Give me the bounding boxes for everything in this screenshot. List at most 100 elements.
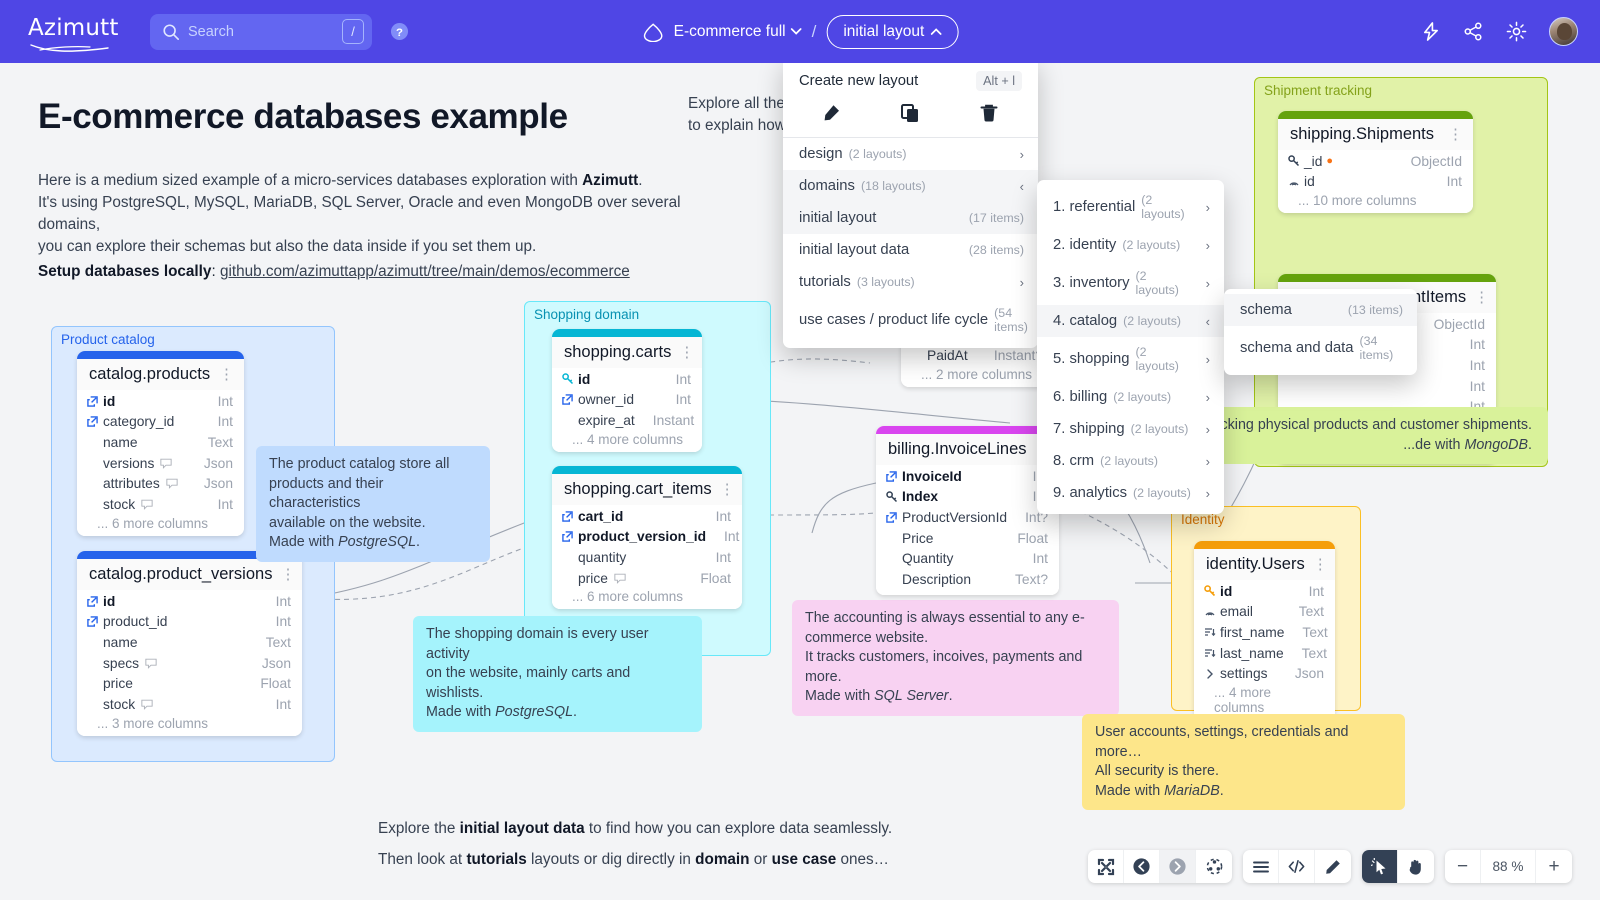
create-new-layout-button[interactable]: Create new layout Alt + l xyxy=(799,71,1022,91)
submenu-item-shopping[interactable]: 5. shopping (2 layouts) › xyxy=(1037,337,1224,381)
table-row[interactable]: stock Int xyxy=(77,494,244,515)
select-cursor-button[interactable] xyxy=(1362,850,1398,883)
gear-icon[interactable] xyxy=(1506,21,1527,42)
table-header[interactable]: shopping.cart_items ⋮ xyxy=(552,474,742,505)
share-icon[interactable] xyxy=(1463,21,1484,42)
table-header[interactable]: shipping.Shipments ⋮ xyxy=(1278,119,1473,150)
table-row[interactable]: settings Json xyxy=(1194,663,1335,684)
table-shopping-carts[interactable]: shopping.carts ⋮ id Int owner_id Int exp… xyxy=(552,329,702,452)
table-menu-icon[interactable]: ⋮ xyxy=(1312,555,1328,573)
table-row[interactable]: Description Text? xyxy=(876,569,1059,590)
table-menu-icon[interactable]: ⋮ xyxy=(219,365,234,383)
table-row[interactable]: name Text xyxy=(77,632,302,653)
more-columns-label[interactable]: ... 4 more columns xyxy=(1214,684,1272,715)
table-row[interactable]: first_name Text xyxy=(1194,622,1335,643)
more-columns-label[interactable]: ... 10 more columns xyxy=(1298,193,1417,209)
submenu-item-schema-and-data[interactable]: schema and data (34 items) xyxy=(1224,326,1417,370)
table-row[interactable]: price Float xyxy=(552,568,742,589)
table-row[interactable]: name Text xyxy=(77,432,244,453)
pencil-button[interactable] xyxy=(1315,850,1351,883)
table-menu-icon[interactable]: ⋮ xyxy=(679,343,695,361)
table-row[interactable]: InvoiceId Int xyxy=(876,466,1059,487)
dropdown-item-design[interactable]: design (2 layouts) › xyxy=(783,138,1038,170)
memo-identity[interactable]: User accounts, settings, credentials and… xyxy=(1082,714,1405,810)
table-row[interactable]: id Int xyxy=(77,591,302,612)
trash-icon[interactable] xyxy=(979,103,999,123)
help-icon[interactable]: ? xyxy=(390,22,409,41)
table-row[interactable]: cart_id Int xyxy=(552,506,742,527)
list-button[interactable] xyxy=(1243,850,1279,883)
table-row[interactable]: Int xyxy=(1278,376,1496,397)
submenu-item-crm[interactable]: 8. crm (2 layouts) › xyxy=(1037,445,1224,477)
table-header[interactable]: shopping.carts ⋮ xyxy=(552,337,702,368)
forward-button[interactable] xyxy=(1160,850,1196,883)
table-row[interactable]: price Float xyxy=(77,673,302,694)
table-menu-icon[interactable]: ⋮ xyxy=(1474,288,1490,306)
table-row[interactable]: Price Float xyxy=(876,528,1059,549)
layout-dropdown[interactable]: Create new layout Alt + l design (2 layo… xyxy=(783,57,1038,348)
table-row[interactable]: product_id Int xyxy=(77,612,302,633)
table-row[interactable]: owner_id Int xyxy=(552,390,702,411)
zoom-in-button[interactable]: + xyxy=(1536,850,1572,883)
more-columns-label[interactable]: ... 4 more columns xyxy=(572,431,684,447)
table-row[interactable]: quantity Int xyxy=(552,547,742,568)
avatar[interactable] xyxy=(1549,17,1578,46)
table-catalog-product-versions[interactable]: catalog.product_versions ⋮ id Int produc… xyxy=(77,551,302,736)
table-row[interactable]: category_id Int xyxy=(77,412,244,433)
expand-icon[interactable] xyxy=(1203,667,1216,680)
table-row[interactable]: PaidAt Instant? xyxy=(901,346,1054,367)
table-row[interactable]: attributes Json xyxy=(77,473,244,494)
catalog-submenu[interactable]: schema (13 items) schema and data (34 it… xyxy=(1224,289,1417,375)
submenu-item-shipping[interactable]: 7. shipping (2 layouts) › xyxy=(1037,413,1224,445)
table-header[interactable]: catalog.product_versions ⋮ xyxy=(77,559,302,590)
more-columns-label[interactable]: ... 2 more columns xyxy=(921,367,1033,383)
table-header[interactable]: identity.Users ⋮ xyxy=(1194,549,1335,580)
dropdown-item-domains[interactable]: domains (18 layouts) ‹ xyxy=(783,170,1038,202)
table-row[interactable]: _id ● ObjectId xyxy=(1278,151,1473,172)
table-row[interactable]: Index Int xyxy=(876,487,1059,508)
hand-pan-button[interactable] xyxy=(1398,850,1434,883)
table-row[interactable]: email Text xyxy=(1194,602,1335,623)
submenu-item-referential[interactable]: 1. referential (2 layouts) › xyxy=(1037,185,1224,229)
table-menu-icon[interactable]: ⋮ xyxy=(719,480,735,498)
more-columns-label[interactable]: ... 3 more columns xyxy=(97,715,209,731)
table-row[interactable]: id Int xyxy=(77,391,244,412)
memo-shopping[interactable]: The shopping domain is every user activi… xyxy=(413,616,702,732)
more-columns-label[interactable]: ... 6 more columns xyxy=(97,515,209,531)
dropdown-item-use-cases[interactable]: use cases / product life cycle (54 items… xyxy=(783,298,1038,342)
auto-layout-button[interactable] xyxy=(1196,850,1232,883)
submenu-item-billing[interactable]: 6. billing (2 layouts) › xyxy=(1037,381,1224,413)
memo-billing[interactable]: The accounting is always essential to an… xyxy=(792,600,1119,716)
table-row[interactable]: product_version_id Int xyxy=(552,527,742,548)
code-button[interactable] xyxy=(1279,850,1315,883)
submenu-item-catalog[interactable]: 4. catalog (2 layouts) ‹ xyxy=(1037,305,1224,337)
duplicate-icon[interactable] xyxy=(900,103,920,123)
table-row[interactable]: Quantity Int xyxy=(876,548,1059,569)
table-catalog-products[interactable]: catalog.products ⋮ id Int category_id In… xyxy=(77,351,244,536)
edit-icon[interactable] xyxy=(822,103,842,123)
domains-submenu[interactable]: 1. referential (2 layouts) › 2. identity… xyxy=(1037,180,1224,514)
table-shipping-shipments[interactable]: shipping.Shipments ⋮ _id ● ObjectId id I… xyxy=(1278,111,1473,214)
setup-link[interactable]: github.com/azimuttapp/azimutt/tree/main/… xyxy=(219,263,630,280)
project-selector[interactable]: E-commerce full xyxy=(674,23,802,41)
fit-screen-button[interactable] xyxy=(1088,850,1124,883)
dropdown-item-initial-layout[interactable]: initial layout (17 items) xyxy=(783,202,1038,234)
table-header[interactable]: catalog.products ⋮ xyxy=(77,359,244,390)
submenu-item-schema[interactable]: schema (13 items) xyxy=(1224,294,1417,326)
table-row[interactable]: id Int xyxy=(1278,172,1473,193)
zoom-level[interactable]: 88 % xyxy=(1481,850,1536,883)
back-button[interactable] xyxy=(1124,850,1160,883)
table-row[interactable]: expire_at Instant xyxy=(552,410,702,431)
table-shopping-cart-items[interactable]: shopping.cart_items ⋮ cart_id Int produc… xyxy=(552,466,742,610)
search-input[interactable]: Search / xyxy=(150,13,372,50)
table-header[interactable]: billing.InvoiceLines ⋮ xyxy=(876,434,1059,465)
submenu-item-inventory[interactable]: 3. inventory (2 layouts) › xyxy=(1037,261,1224,305)
memo-catalog[interactable]: The product catalog store all products a… xyxy=(256,446,490,562)
submenu-item-identity[interactable]: 2. identity (2 layouts) › xyxy=(1037,229,1224,261)
more-columns-label[interactable]: ... 6 more columns xyxy=(572,589,684,605)
table-row[interactable]: specs Json xyxy=(77,653,302,674)
zoom-out-button[interactable]: − xyxy=(1445,850,1481,883)
azimutt-logo[interactable]: Azimutt xyxy=(28,15,118,52)
layout-selector[interactable]: initial layout xyxy=(826,14,959,49)
table-row[interactable]: Int xyxy=(1278,355,1496,376)
